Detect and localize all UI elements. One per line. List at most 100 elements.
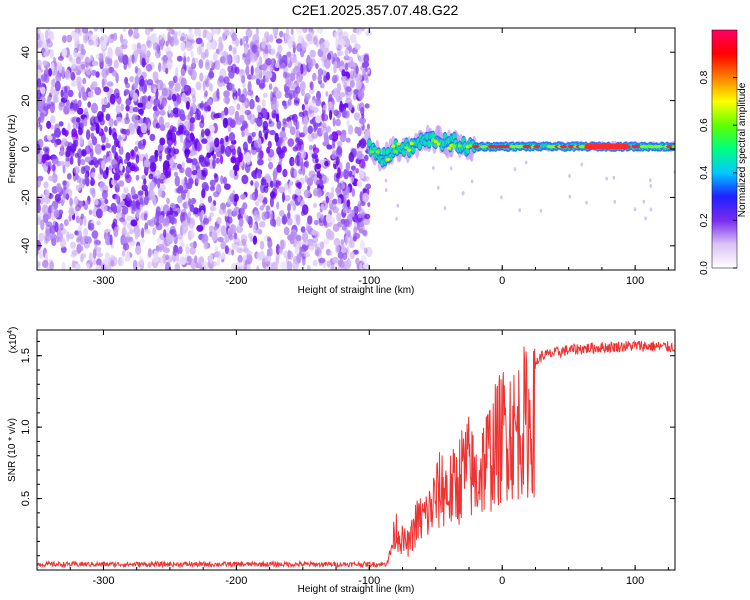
- heatmap-noise-cell: [48, 175, 54, 182]
- heatmap-noise-cell: [185, 243, 190, 253]
- heatmap-noise-cell: [167, 104, 172, 114]
- heatmap-y-tick-label: 20: [20, 94, 32, 106]
- heatmap-noise-cell: [186, 255, 192, 262]
- heatmap-noise-cell: [51, 164, 56, 172]
- heatmap-noise-cell: [358, 158, 366, 169]
- heatmap-signal-peak: [642, 144, 650, 149]
- colorbar-tick-label: 0.0: [699, 261, 710, 275]
- heatmap-noise-cell: [256, 265, 260, 270]
- heatmap-noise-cell: [268, 118, 272, 125]
- heatmap-noise-cell: [106, 52, 113, 59]
- heatmap-noise-cell: [331, 186, 334, 196]
- heatmap-noise-cell: [350, 148, 357, 158]
- heatmap-noise-cell: [306, 225, 313, 233]
- heatmap-noise-cell: [585, 200, 588, 205]
- heatmap-noise-cell: [239, 93, 246, 103]
- heatmap-noise-cell: [180, 68, 186, 77]
- heatmap-noise-cell: [135, 245, 142, 255]
- heatmap-noise-cell: [243, 212, 247, 219]
- heatmap-noise-cell: [43, 51, 50, 57]
- heatmap-y-tick-label: 0: [20, 146, 32, 152]
- heatmap-noise-cell: [359, 191, 363, 203]
- heatmap-noise-cell: [299, 81, 306, 92]
- heatmap-noise-cell: [306, 177, 313, 187]
- heatmap-noise-cell: [223, 76, 230, 84]
- heatmap-noise-cell: [345, 185, 350, 195]
- heatmap-noise-cell: [42, 204, 49, 215]
- heatmap-signal-peak: [490, 144, 498, 149]
- heatmap-noise-cell: [121, 226, 127, 236]
- heatmap-noise-cell: [131, 83, 138, 90]
- heatmap-noise-cell: [241, 130, 246, 138]
- heatmap-noise-cell: [83, 227, 89, 237]
- heatmap-noise-cell: [183, 84, 189, 92]
- heatmap-noise-cell: [131, 189, 136, 196]
- heatmap-noise-cell: [292, 260, 299, 270]
- heatmap-noise-cell: [263, 185, 269, 193]
- heatmap-noise-cell: [304, 93, 311, 101]
- heatmap-noise-cell: [41, 154, 46, 164]
- heatmap-noise-cell: [239, 38, 243, 46]
- heatmap-noise-cell: [324, 58, 331, 69]
- heatmap-noise-cell: [66, 101, 71, 109]
- heatmap-noise-cell: [99, 118, 105, 126]
- heatmap-y-ticks: -40 -20 0 20 40: [20, 46, 675, 254]
- heatmap-signal-peak: [404, 146, 409, 150]
- heatmap-noise-cell: [113, 59, 119, 69]
- heatmap-noise-cell: [72, 102, 79, 112]
- heatmap-noise-cell: [153, 111, 158, 121]
- heatmap-noise-cell: [108, 165, 112, 171]
- snr-x-tick-label: 0: [499, 575, 505, 587]
- heatmap-noise-cell: [265, 77, 269, 83]
- heatmap-noise-cell: [50, 61, 55, 72]
- heatmap-noise-cell: [123, 187, 129, 194]
- heatmap-signal-peak: [634, 144, 642, 149]
- heatmap-noise-cell: [40, 219, 45, 231]
- heatmap-noise-cell: [148, 173, 154, 180]
- heatmap-noise-cell: [229, 193, 235, 203]
- heatmap-noise-cell: [231, 87, 237, 93]
- heatmap-noise-cell: [192, 95, 197, 104]
- heatmap-noise-cell: [208, 71, 215, 79]
- heatmap-noise-cell: [146, 79, 154, 86]
- heatmap-noise-cell: [119, 257, 124, 267]
- heatmap-noise-cell: [336, 140, 343, 148]
- heatmap-noise-cell: [68, 54, 73, 62]
- heatmap-noise-cell: [270, 100, 277, 111]
- heatmap-noise-cell: [197, 28, 202, 38]
- heatmap-noise-cell: [266, 248, 271, 257]
- heatmap-noise-cell: [278, 149, 285, 159]
- heatmap-noise-cell: [337, 251, 344, 259]
- heatmap-noise-cell: [65, 193, 70, 201]
- heatmap-noise-cell: [300, 63, 304, 75]
- heatmap-noise-cell: [262, 120, 269, 131]
- heatmap-noise-cell: [237, 254, 243, 264]
- heatmap-noise-cell: [236, 103, 241, 111]
- heatmap-noise-cell: [37, 177, 42, 188]
- heatmap-noise-cell: [307, 215, 313, 225]
- heatmap-noise-cell: [40, 39, 47, 49]
- heatmap-noise-cell: [341, 183, 346, 189]
- heatmap-noise-cell: [295, 128, 300, 140]
- heatmap-noise-cell: [201, 129, 205, 138]
- heatmap-noise-cell: [178, 167, 184, 174]
- heatmap-noise-cell: [77, 64, 84, 73]
- heatmap-noise-cell: [74, 263, 81, 270]
- heatmap-noise-cell: [220, 144, 225, 154]
- heatmap-noise-cell: [144, 79, 148, 87]
- heatmap-noise-cell: [194, 255, 198, 264]
- heatmap-noise-cell: [219, 154, 224, 165]
- heatmap-noise-cell: [50, 78, 56, 88]
- heatmap-noise-cell: [209, 141, 215, 152]
- heatmap-noise-cell: [224, 183, 231, 190]
- heatmap-noise-cell: [279, 210, 285, 217]
- heatmap-noise-cell: [207, 105, 212, 112]
- heatmap-noise-cell: [156, 237, 162, 245]
- heatmap-noise-cell: [315, 63, 319, 69]
- heatmap-noise-cell: [304, 160, 310, 169]
- heatmap-noise-cell: [154, 169, 162, 179]
- heatmap-noise-cell: [258, 137, 262, 149]
- heatmap-signal-peak: [391, 144, 396, 148]
- heatmap-noise-cell: [362, 263, 370, 269]
- snr-series-line: [37, 340, 675, 569]
